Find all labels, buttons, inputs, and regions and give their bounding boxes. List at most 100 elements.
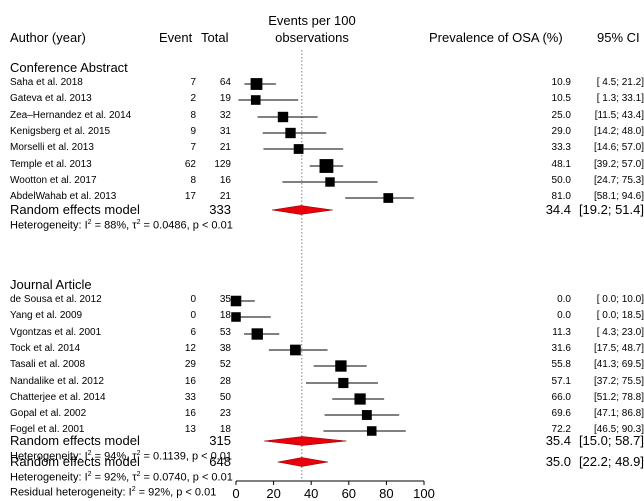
- header-event: Event: [159, 30, 193, 45]
- header-observations: observations: [275, 30, 349, 45]
- study-event: 7: [190, 77, 196, 88]
- overall-summary-label: Random effects model: [10, 454, 140, 469]
- study-total: 129: [214, 159, 231, 170]
- group-summary-diamond: [264, 436, 347, 446]
- study-event: 29: [184, 359, 196, 370]
- x-tick-label: 60: [341, 486, 357, 501]
- study-box: [250, 95, 261, 105]
- study-total: 32: [219, 110, 231, 121]
- study-ci: [41.3; 69.5]: [593, 359, 644, 370]
- study-ci: [ 0.0; 10.0]: [596, 294, 644, 305]
- study-ci: [37.2; 75.5]: [593, 376, 644, 387]
- study-ci: [14.6; 57.0]: [593, 142, 644, 153]
- header-ci: 95% CI: [597, 30, 640, 45]
- study-total: 19: [219, 93, 231, 104]
- study-event: 8: [190, 110, 196, 121]
- study-author: Morselli et al. 2013: [10, 142, 94, 153]
- study-box: [338, 377, 349, 389]
- study-estimate: 50.0: [551, 175, 571, 186]
- overall-heterogeneity: Heterogeneity: I2 = 92%, τ2 = 0.0740, p …: [10, 471, 233, 484]
- study-estimate: 11.3: [552, 327, 571, 338]
- study-event: 0: [190, 310, 196, 321]
- study-estimate: 0.0: [557, 310, 571, 321]
- study-estimate: 81.0: [551, 191, 571, 202]
- group-summary-estimate: 34.4: [545, 202, 571, 217]
- overall-summary-ci: [22.2; 48.9]: [578, 454, 644, 469]
- study-ci: [39.2; 57.0]: [593, 159, 644, 170]
- study-event: 16: [184, 376, 196, 387]
- study-ci: [14.2; 48.0]: [593, 126, 644, 137]
- study-total: 16: [219, 175, 231, 186]
- study-event: 62: [184, 159, 196, 170]
- study-total: 64: [219, 77, 231, 88]
- study-ci: [17.5; 48.7]: [593, 343, 644, 354]
- study-total: 52: [219, 359, 231, 370]
- study-author: Fogel et al. 2001: [10, 424, 85, 435]
- group-summary-label: Random effects model: [10, 433, 140, 448]
- group-heterogeneity: Heterogeneity: I2 = 88%, τ2 = 0.0486, p …: [10, 219, 233, 232]
- study-estimate: 57.1: [551, 376, 571, 387]
- study-total: 38: [219, 343, 231, 354]
- study-box: [277, 111, 289, 123]
- study-box: [230, 295, 242, 307]
- study-ci: [58.1; 94.6]: [593, 191, 644, 202]
- study-author: Gateva et al. 2013: [10, 93, 92, 104]
- header-total: Total: [201, 30, 229, 45]
- study-estimate: 48.1: [551, 159, 571, 170]
- study-total: 50: [219, 392, 231, 403]
- study-total: 21: [219, 142, 231, 153]
- study-total: 18: [219, 310, 231, 321]
- study-author: Saha et al. 2018: [10, 77, 83, 88]
- study-author: AbdelWahab et al. 2013: [10, 191, 117, 202]
- group-summary-ci: [19.2; 51.4]: [578, 202, 644, 217]
- study-estimate: 25.0: [551, 110, 571, 121]
- study-estimate: 29.0: [551, 126, 571, 137]
- study-event: 33: [184, 392, 196, 403]
- study-event: 9: [190, 126, 196, 137]
- study-total: 21: [219, 191, 231, 202]
- header-events-per-100: Events per 100: [268, 13, 356, 28]
- study-box: [250, 78, 263, 90]
- group-title: Conference Abstract: [10, 60, 128, 75]
- study-box: [285, 127, 296, 139]
- study-author: Gopal et al. 2002: [10, 408, 87, 419]
- study-box: [290, 344, 301, 356]
- study-ci: [47.1; 86.8]: [593, 408, 644, 419]
- group-summary-total: 333: [209, 202, 231, 217]
- study-total: 53: [219, 327, 231, 338]
- group-summary-label: Random effects model: [10, 202, 140, 217]
- study-box: [383, 193, 394, 203]
- study-estimate: 31.6: [551, 343, 571, 354]
- group-summary-diamond: [272, 205, 333, 215]
- header-author: Author (year): [10, 30, 86, 45]
- study-estimate: 33.3: [551, 142, 571, 153]
- study-estimate: 66.0: [551, 392, 571, 403]
- study-author: Chatterjee et al. 2014: [10, 392, 106, 403]
- study-box: [335, 360, 347, 372]
- study-total: 18: [219, 424, 231, 435]
- study-ci: [ 1.3; 33.1]: [596, 93, 644, 104]
- study-event: 7: [190, 142, 196, 153]
- study-estimate: 55.8: [551, 359, 571, 370]
- study-event: 13: [184, 424, 196, 435]
- study-author: Zea–Hernandez et al. 2014: [10, 110, 132, 121]
- study-ci: [ 0.0; 18.5]: [596, 310, 644, 321]
- study-estimate: 10.5: [551, 93, 571, 104]
- study-event: 0: [190, 294, 196, 305]
- study-author: Wootton et al. 2017: [10, 175, 97, 186]
- study-box: [319, 159, 334, 173]
- x-tick-label: 80: [379, 486, 394, 501]
- study-estimate: 69.6: [551, 408, 571, 419]
- x-tick-label: 40: [303, 486, 319, 501]
- group-summary-estimate: 35.4: [545, 433, 571, 448]
- study-total: 31: [219, 126, 231, 137]
- study-box: [361, 410, 372, 420]
- study-author: Temple et al. 2013: [10, 159, 92, 170]
- study-box: [293, 144, 304, 154]
- study-box: [354, 393, 366, 405]
- study-author: Yang et al. 2009: [10, 310, 83, 321]
- study-ci: [11.5; 43.4]: [594, 110, 644, 121]
- group-summary-ci: [15.0; 58.7]: [578, 433, 644, 448]
- study-author: de Sousa et al. 2012: [10, 294, 102, 305]
